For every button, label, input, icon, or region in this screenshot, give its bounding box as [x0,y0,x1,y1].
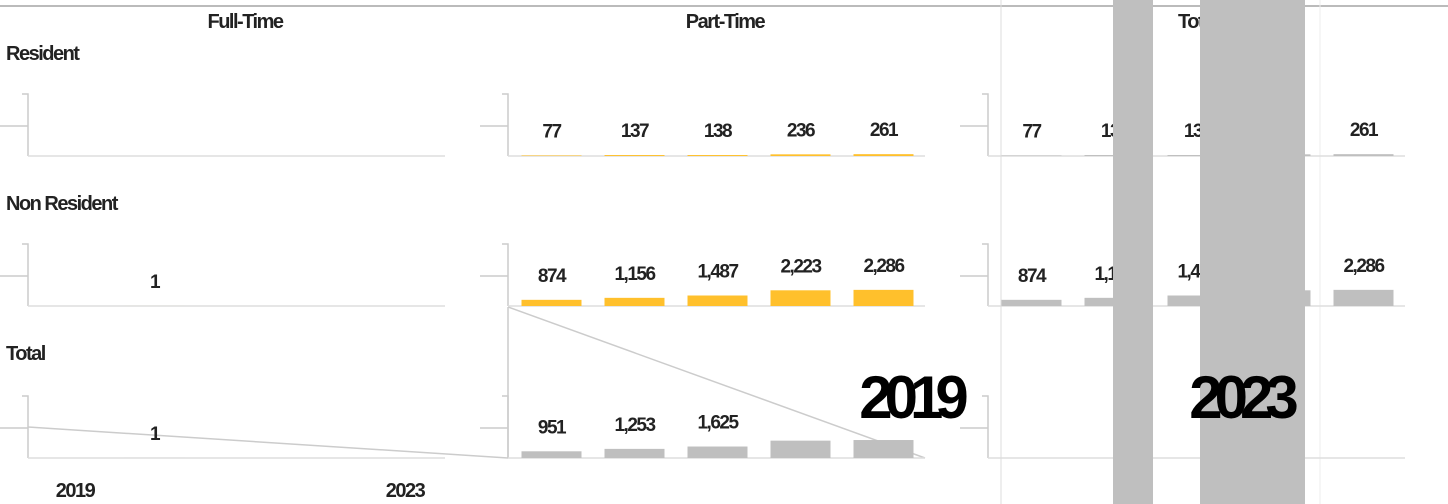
value-label: 236 [787,120,815,141]
bar [770,154,831,156]
value-label: 138 [704,121,732,142]
bar [687,295,748,306]
row-header: Resident [6,43,80,65]
bar [1001,155,1062,156]
bar [687,155,748,156]
bar [1001,299,1062,306]
bar [853,154,914,156]
bar [853,440,914,458]
value-label: 261 [1350,120,1379,141]
bar [687,446,748,458]
bar [604,297,665,306]
value-label: 2,286 [863,256,904,277]
highlight-band [1200,0,1305,504]
bar [770,440,831,458]
year-overlay: 2023 [1189,364,1297,431]
column-header: Part-Time [686,11,766,33]
bar [521,155,582,156]
panel-frame [480,243,509,306]
bar [1167,155,1228,156]
panel-frame [960,395,989,458]
value-label: 261 [870,120,899,141]
axis-label: 2023 [386,480,426,502]
bar [1333,154,1394,156]
panel-frame [480,395,509,458]
value-label: 2,286 [1343,256,1384,277]
bar [1167,295,1228,306]
row-header: Total [6,343,46,365]
decor-lines [27,306,926,459]
bar [770,290,831,306]
panel-frame [0,93,29,156]
value-label: 951 [538,417,567,438]
panel-frame [480,93,509,156]
value-label: 874 [1018,266,1047,287]
panel-frame [0,243,29,306]
axis-label: 2019 [56,480,96,502]
row-header: Non Resident [6,193,119,215]
value-label: 1,253 [614,415,655,436]
bar [853,289,914,306]
value-label: 874 [538,266,567,287]
panel-frame [0,395,29,458]
value-label: 1 [150,272,161,293]
value-label: 2,223 [780,256,821,277]
column-header: Full-Time [207,11,283,33]
highlight-band [1113,0,1153,504]
bar [521,451,582,458]
panel-frame [960,243,989,306]
bar [521,299,582,306]
value-label: 77 [1022,121,1041,142]
value-label: 137 [621,121,649,142]
bar [1333,289,1394,306]
year-overlay: 2019 [859,364,967,431]
bar [604,448,665,458]
panel-frame [960,93,989,156]
value-label: 1,487 [697,262,738,283]
value-label: 77 [542,121,561,142]
value-label: 1 [150,424,161,445]
value-label: 1,156 [614,264,655,285]
bar [604,155,665,156]
value-label: 1,625 [697,413,739,434]
